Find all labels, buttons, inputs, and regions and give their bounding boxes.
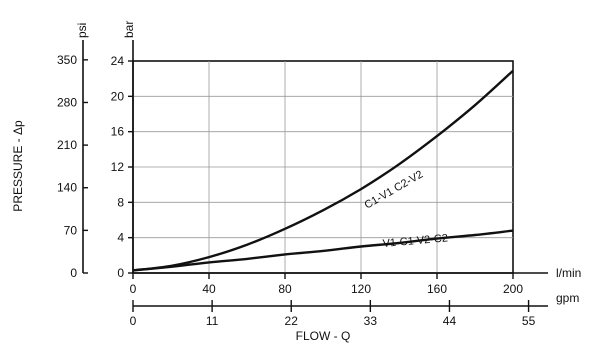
y-tick-label-psi: 70 bbox=[64, 223, 78, 237]
y-unit-bar: bar bbox=[122, 21, 136, 38]
x-tick-label-lmin: 160 bbox=[427, 282, 447, 296]
y-ticks-bar: 0 4 8 12 16 20 24 bbox=[111, 54, 133, 280]
y-tick-label-bar: 24 bbox=[111, 54, 125, 68]
x-tick-label-gpm: 0 bbox=[130, 314, 137, 328]
y-tick-label-bar: 4 bbox=[117, 231, 124, 245]
x-tick-label-gpm: 55 bbox=[522, 314, 536, 328]
y-tick-label-psi: 0 bbox=[70, 266, 77, 280]
series-line-0 bbox=[132, 69, 514, 272]
x-tick-label-lmin: 120 bbox=[351, 282, 371, 296]
x-tick-label-lmin: 0 bbox=[130, 282, 137, 296]
y-tick-label-psi: 140 bbox=[57, 181, 77, 195]
y-ticks-psi: 0 70 140 210 280 350 bbox=[57, 53, 88, 280]
series-label-c1v1-c2v2: C1-V1 C2-V2 bbox=[363, 168, 426, 211]
y-tick-label-bar: 0 bbox=[117, 266, 124, 280]
y-tick-label-bar: 12 bbox=[111, 160, 125, 174]
y-tick-label-bar: 8 bbox=[117, 195, 124, 209]
y-tick-label-psi: 210 bbox=[57, 138, 77, 152]
x-tick-label-gpm: 11 bbox=[206, 314, 219, 328]
x-tick-label-lmin: 200 bbox=[503, 282, 523, 296]
series-line-1 bbox=[132, 229, 514, 272]
y-tick-label-psi: 280 bbox=[57, 95, 77, 109]
x-ticks-gpm: 0 11 22 33 44 55 bbox=[130, 300, 536, 328]
x-unit-lmin: l/min bbox=[556, 266, 581, 280]
y-tick-label-psi: 350 bbox=[57, 53, 77, 67]
x-tick-label-lmin: 80 bbox=[278, 282, 292, 296]
y-tick-label-bar: 20 bbox=[111, 89, 125, 103]
x-axis-title: FLOW - Q bbox=[296, 329, 351, 343]
grid-lines bbox=[133, 61, 513, 273]
curves bbox=[132, 69, 514, 272]
x-tick-label-gpm: 22 bbox=[285, 314, 299, 328]
y-axis-title: PRESSURE - Δp bbox=[11, 120, 25, 212]
x-tick-label-gpm: 33 bbox=[364, 314, 378, 328]
y-unit-psi: psi bbox=[75, 23, 89, 38]
x-tick-label-lmin: 40 bbox=[202, 282, 216, 296]
x-ticks-lmin: 0 40 80 120 160 200 bbox=[130, 273, 523, 296]
series-label-v1c1-v2c2: V1-C1 V2-C2 bbox=[382, 232, 448, 250]
x-tick-label-gpm: 44 bbox=[443, 314, 457, 328]
y-tick-label-bar: 16 bbox=[111, 125, 125, 139]
x-unit-gpm: gpm bbox=[556, 291, 579, 305]
